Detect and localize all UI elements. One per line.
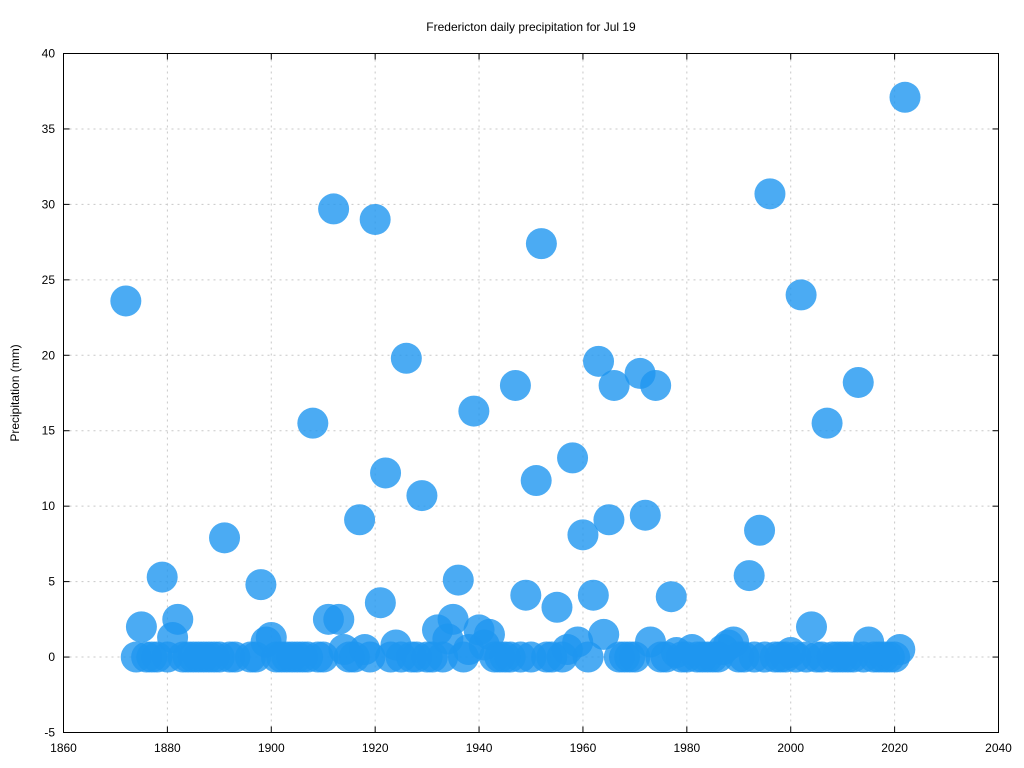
- y-tick-label: 15: [42, 424, 56, 438]
- data-point: [541, 591, 573, 623]
- x-axis-tick-labels: 1860 1880 1900 1920 1940 1960 1980 2000 2020 2040: [50, 741, 1012, 755]
- y-tick-label: 25: [42, 273, 56, 287]
- data-point: [318, 193, 350, 225]
- x-tick-label: 1940: [466, 741, 493, 755]
- data-point: [297, 407, 329, 439]
- data-point: [785, 279, 817, 311]
- data-point: [390, 342, 422, 374]
- x-tick-label: 1920: [362, 741, 389, 755]
- data-point: [510, 579, 542, 611]
- y-tick-label: 40: [42, 47, 56, 61]
- data-point: [370, 457, 402, 489]
- x-tick-label: 1860: [50, 741, 77, 755]
- data-point: [125, 611, 157, 643]
- data-point: [364, 587, 396, 619]
- data-point: [520, 465, 552, 497]
- x-tick-label: 2000: [777, 741, 804, 755]
- plot-frame: [63, 53, 999, 733]
- data-point: [884, 634, 916, 666]
- data-point: [588, 618, 620, 650]
- data-points: [110, 81, 921, 673]
- data-point: [458, 395, 490, 427]
- chart-title: Fredericton daily precipitation for Jul …: [426, 20, 636, 34]
- data-point: [733, 560, 765, 592]
- data-point: [811, 407, 843, 439]
- x-tick-label: 2040: [985, 741, 1012, 755]
- data-point: [577, 579, 609, 611]
- data-point: [583, 345, 615, 377]
- y-tick-label: -5: [44, 726, 55, 740]
- y-tick-label: 30: [42, 197, 56, 211]
- x-tick-label: 1900: [258, 741, 285, 755]
- data-point: [754, 178, 786, 210]
- data-point: [629, 499, 661, 531]
- data-point: [499, 369, 531, 401]
- data-point: [359, 203, 391, 235]
- data-point: [442, 564, 474, 596]
- x-tick-label: 1960: [570, 741, 597, 755]
- data-point: [889, 81, 921, 113]
- data-point: [744, 514, 776, 546]
- y-axis-tick-labels: -5 0 5 10 15 20 25 30 35 40: [42, 47, 56, 740]
- data-point: [406, 480, 438, 512]
- data-point: [572, 641, 604, 673]
- data-point: [437, 603, 469, 635]
- y-axis-label: Precipitation (mm): [8, 344, 22, 441]
- data-point: [162, 603, 194, 635]
- data-point: [796, 611, 827, 643]
- x-tick-label: 1980: [673, 741, 700, 755]
- data-point: [110, 285, 142, 317]
- data-point: [146, 561, 178, 593]
- data-point: [344, 504, 376, 536]
- x-tick-label: 2020: [881, 741, 908, 755]
- y-tick-label: 10: [42, 499, 56, 513]
- x-tick-label: 1880: [154, 741, 181, 755]
- data-point: [209, 522, 241, 554]
- data-point: [655, 581, 687, 613]
- y-tick-label: 5: [48, 575, 55, 589]
- y-tick-label: 20: [42, 348, 56, 362]
- data-point: [593, 504, 625, 536]
- data-point: [842, 366, 874, 398]
- data-point: [640, 369, 672, 401]
- data-point: [323, 603, 355, 635]
- data-point: [598, 369, 630, 401]
- y-tick-label: 35: [42, 122, 56, 136]
- data-point: [557, 442, 589, 474]
- data-point: [525, 228, 557, 260]
- y-tick-label: 0: [48, 650, 55, 664]
- data-point: [567, 519, 599, 551]
- data-point: [245, 569, 277, 601]
